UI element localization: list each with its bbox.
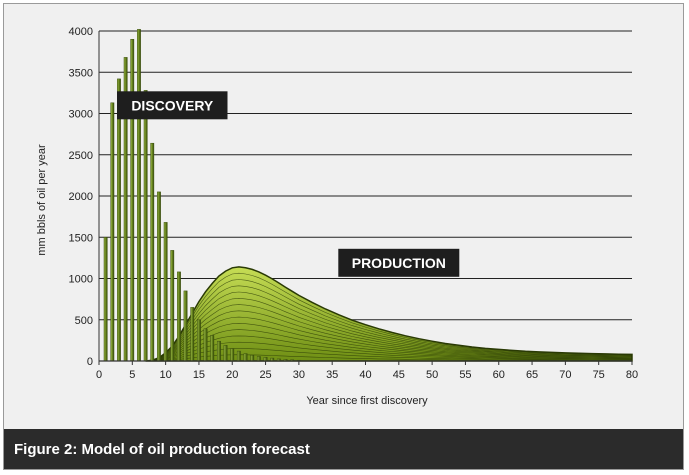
annotation-tag [117, 91, 228, 120]
discovery-bar [157, 191, 161, 362]
x-tick-label: 55 [459, 369, 471, 381]
figure-caption: Figure 2: Model of oil production foreca… [4, 429, 683, 469]
discovery-bar [256, 356, 261, 362]
x-tick-label: 80 [626, 369, 638, 381]
discovery-bar [243, 353, 248, 362]
production-contour [145, 285, 633, 362]
y-tick-label: 2500 [69, 150, 93, 162]
discovery-bar [250, 354, 255, 362]
discovery-bars [103, 29, 301, 362]
x-tick-label: 45 [393, 369, 405, 381]
chart: 0 500 1000 1500 2000 2500 3000 3500 4000 0 5 10 15 20… [36, 26, 639, 407]
y-tick-label: 3000 [69, 109, 93, 121]
discovery-bar [103, 237, 108, 362]
x-tick-label: 15 [193, 369, 205, 381]
x-tick-label: 30 [293, 369, 305, 381]
production-contour [145, 272, 633, 362]
y-tick-label: 3500 [69, 67, 93, 79]
discovery-bar [130, 39, 135, 362]
annotation-tag [338, 248, 460, 277]
discovery-bar [183, 290, 188, 362]
y-tick-label: 0 [87, 356, 93, 368]
y-tick-label: 500 [75, 315, 93, 327]
discovery-bar [190, 307, 195, 362]
annotation-label: PRODUCTION [352, 255, 446, 271]
production-contour [145, 291, 633, 362]
discovery-bar [117, 78, 121, 362]
discovery-bar [217, 340, 221, 362]
y-tick-label: 1000 [69, 274, 93, 286]
x-tick-label: 20 [226, 369, 238, 381]
x-tick-label: 50 [426, 369, 438, 381]
figure-panel: 0 500 1000 1500 2000 2500 3000 3500 4000 0 5 10 15 20… [3, 3, 684, 470]
discovery-bar [137, 29, 141, 362]
production-contour [145, 279, 633, 362]
x-tick-label: 40 [359, 369, 371, 381]
discovery-bar [236, 350, 241, 362]
y-tick-label: 2000 [69, 191, 93, 203]
y-tick-label: 4000 [69, 26, 93, 38]
production-curve [145, 266, 633, 362]
y-axis-title: mm bbls of oil per year [36, 144, 48, 256]
discovery-bar [197, 319, 201, 362]
x-tick-label: 10 [160, 369, 172, 381]
discovery-bar [223, 345, 228, 362]
tick-labels: 0 500 1000 1500 2000 2500 3000 3500 4000 0 5 10 15 20… [69, 26, 639, 381]
discovery-bar [143, 90, 148, 362]
discovery-bar [177, 271, 181, 362]
discovery-bar [163, 222, 168, 362]
axes [98, 31, 633, 365]
annotations: DISCOVERY PRODUCTION [117, 91, 460, 277]
y-tick-label: 1500 [69, 232, 93, 244]
x-tick-label: 5 [129, 369, 135, 381]
discovery-bar [210, 335, 215, 362]
x-tick-label: 25 [259, 369, 271, 381]
x-axis-title: Year since first discovery [306, 395, 428, 407]
x-tick-label: 75 [593, 369, 605, 381]
discovery-bar [110, 102, 115, 362]
discovery-bar [230, 348, 235, 362]
x-tick-label: 65 [526, 369, 538, 381]
annotation-label: DISCOVERY [131, 97, 214, 113]
x-tick-label: 60 [493, 369, 505, 381]
x-tick-label: 70 [559, 369, 571, 381]
x-tick-label: 35 [326, 369, 338, 381]
x-tick-label: 0 [96, 369, 102, 381]
discovery-bar [170, 250, 175, 362]
discovery-bar [150, 142, 155, 362]
discovery-bar [203, 328, 208, 362]
